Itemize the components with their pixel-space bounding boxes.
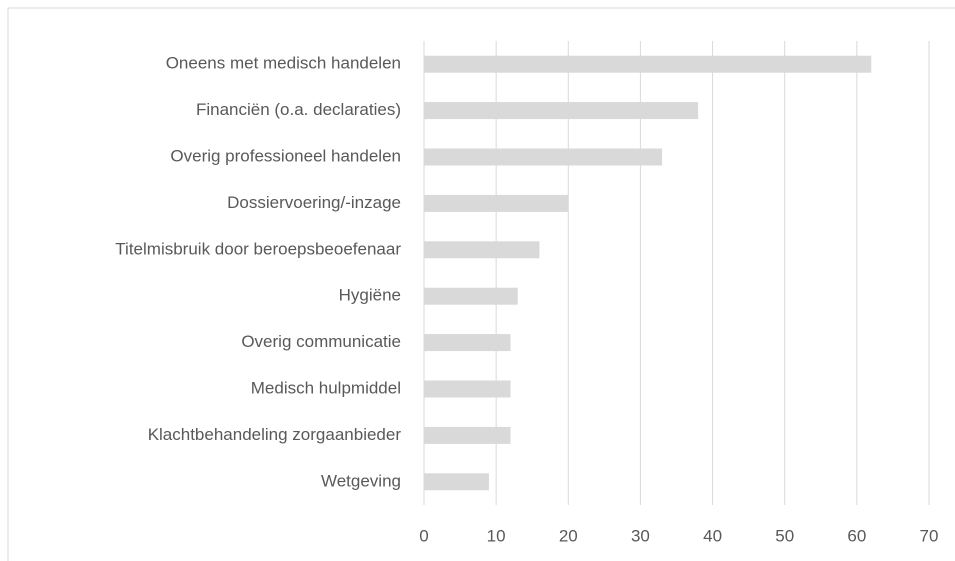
bar xyxy=(424,287,518,305)
y-tick-label: Wetgeving xyxy=(321,471,401,490)
bar xyxy=(424,334,511,352)
x-tick-label: 30 xyxy=(631,526,650,545)
x-tick-label: 20 xyxy=(559,526,578,545)
y-tick-label: Hygiëne xyxy=(339,286,401,305)
x-tick-label: 0 xyxy=(419,526,428,545)
bar xyxy=(424,194,569,212)
x-tick-label: 50 xyxy=(775,526,794,545)
bar xyxy=(424,380,511,398)
bar xyxy=(424,241,540,259)
bar xyxy=(424,102,699,120)
y-tick-label: Overig professioneel handelen xyxy=(170,146,401,165)
x-tick-label: 70 xyxy=(920,526,939,545)
bar xyxy=(424,148,663,166)
y-tick-label: Klachtbehandeling zorgaanbieder xyxy=(148,425,402,444)
x-tick-label: 40 xyxy=(703,526,722,545)
bar xyxy=(424,55,872,73)
y-tick-label: Medisch hulpmiddel xyxy=(251,378,401,397)
y-tick-label: Overig communicatie xyxy=(241,332,401,351)
y-tick-label: Dossiervoering/-inzage xyxy=(227,193,401,212)
y-tick-label: Financiën (o.a. declaraties) xyxy=(196,100,401,119)
y-tick-label: Titelmisbruik door beroepsbeoefenaar xyxy=(115,239,401,258)
y-tick-label: Oneens met medisch handelen xyxy=(166,54,401,73)
x-tick-label: 60 xyxy=(847,526,866,545)
bar xyxy=(424,426,511,444)
bar xyxy=(424,473,489,491)
x-tick-label: 10 xyxy=(487,526,506,545)
